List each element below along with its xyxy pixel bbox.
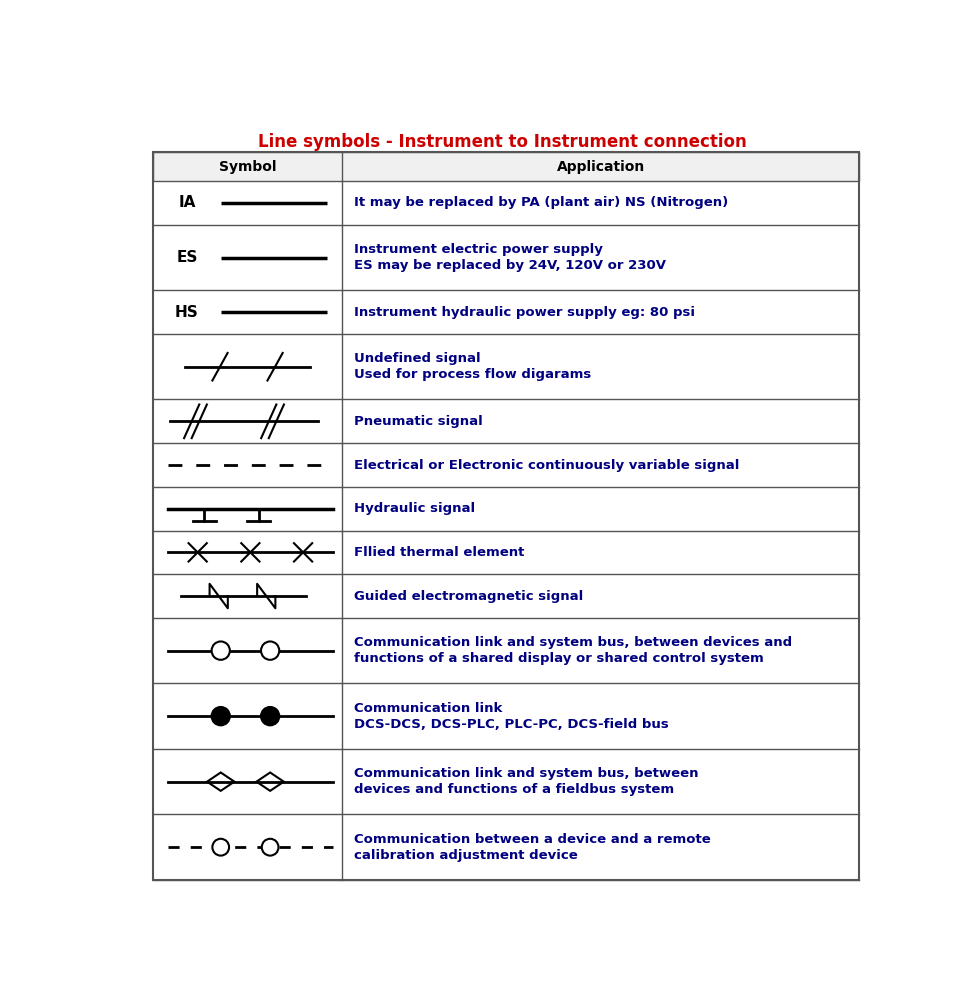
Circle shape [261,707,279,725]
Text: Instrument electric power supply: Instrument electric power supply [354,243,603,256]
Text: devices and functions of a fieldbus system: devices and functions of a fieldbus syst… [354,783,673,796]
Text: ES: ES [176,250,198,265]
Text: Communication link and system bus, between: Communication link and system bus, betwe… [354,768,698,780]
Text: Electrical or Electronic continuously variable signal: Electrical or Electronic continuously va… [354,459,739,472]
Text: functions of a shared display or shared control system: functions of a shared display or shared … [354,652,763,665]
Text: Communication link and system bus, between devices and: Communication link and system bus, betwe… [354,637,792,649]
Bar [153,152,859,181]
Text: Communication between a device and a remote: Communication between a device and a rem… [354,833,710,846]
Circle shape [262,839,278,856]
Text: Instrument hydraulic power supply eg: 80 psi: Instrument hydraulic power supply eg: 80… [354,306,695,319]
Text: HS: HS [175,305,199,320]
Circle shape [213,839,229,856]
Circle shape [212,707,230,725]
Circle shape [261,641,279,659]
Text: DCS-DCS, DCS-PLC, PLC-PC, DCS-field bus: DCS-DCS, DCS-PLC, PLC-PC, DCS-field bus [354,718,668,731]
Text: calibration adjustment device: calibration adjustment device [354,849,577,862]
Text: Hydraulic signal: Hydraulic signal [354,502,474,515]
Text: Symbol: Symbol [219,160,276,174]
Text: Pneumatic signal: Pneumatic signal [354,415,482,428]
Text: Undefined signal: Undefined signal [354,353,480,365]
Text: It may be replaced by PA (plant air) NS (Nitrogen): It may be replaced by PA (plant air) NS … [354,197,728,210]
Text: Communication link: Communication link [354,702,502,715]
Text: IA: IA [178,196,196,211]
Text: Guided electromagnetic signal: Guided electromagnetic signal [354,590,583,603]
Text: Used for process flow digarams: Used for process flow digarams [354,368,591,381]
Text: Line symbols - Instrument to Instrument connection: Line symbols - Instrument to Instrument … [258,133,747,151]
Text: Fllied thermal element: Fllied thermal element [354,546,524,559]
Text: ES may be replaced by 24V, 120V or 230V: ES may be replaced by 24V, 120V or 230V [354,259,665,272]
Circle shape [212,641,230,659]
Text: Application: Application [557,160,645,174]
